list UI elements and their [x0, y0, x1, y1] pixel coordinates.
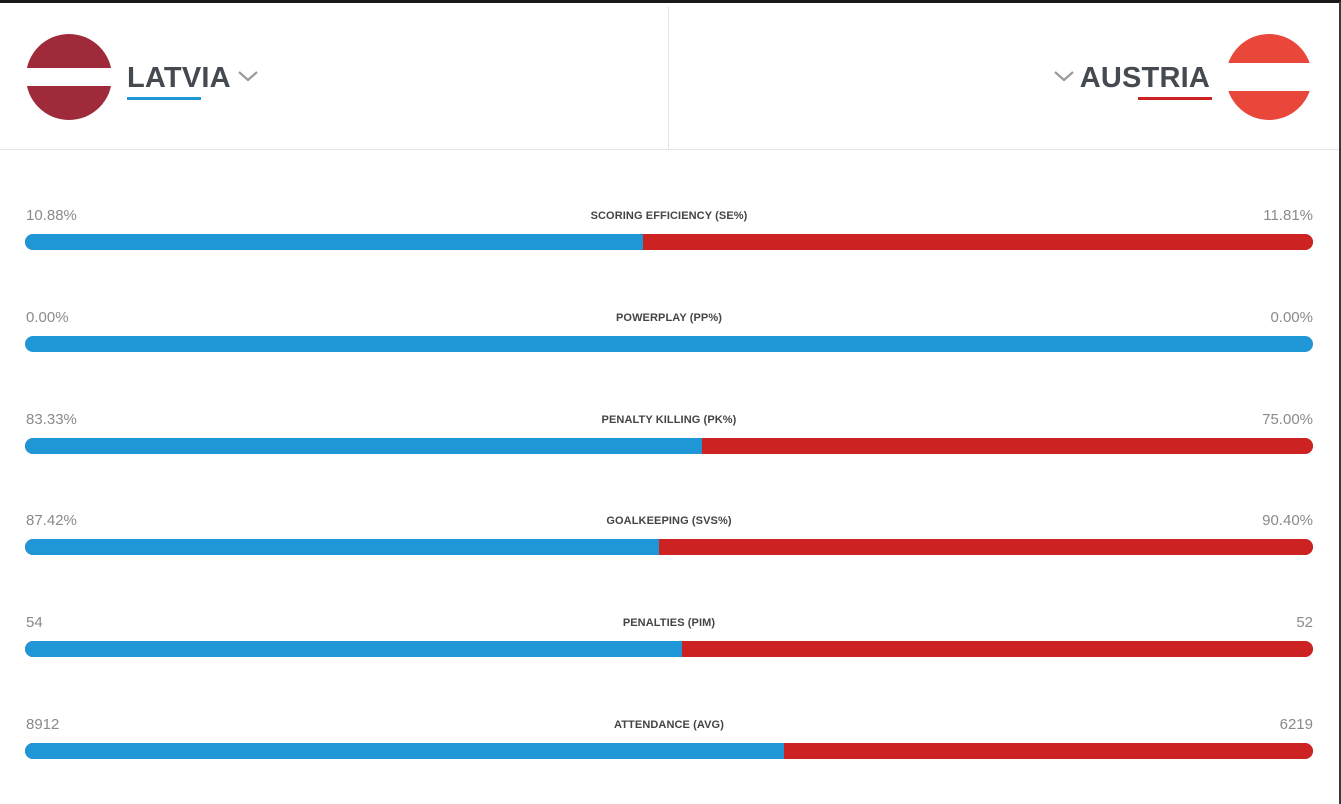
- stat-row-powerplay: 0.00% POWERPLAY (PP%) 0.00%: [25, 308, 1313, 360]
- stat-bar-left: [25, 539, 659, 555]
- stat-row-penalties: 54 PENALTIES (PIM) 52: [25, 613, 1313, 665]
- stat-label: GOALKEEPING (SVS%): [606, 515, 732, 527]
- stat-row-penalty-killing: 83.33% PENALTY KILLING (PK%) 75.00%: [25, 410, 1313, 462]
- stat-bar-right: [681, 641, 1313, 657]
- stat-left-value: 87.42%: [26, 512, 77, 529]
- stat-label: PENALTY KILLING (PK%): [601, 414, 737, 426]
- stat-bar-right: [702, 438, 1313, 454]
- stat-bar-left: [25, 336, 1313, 352]
- stat-right-value: 6219: [1279, 716, 1313, 733]
- stat-bar-left: [25, 641, 682, 657]
- stat-bar-right: [783, 743, 1313, 759]
- stat-bar-right: [643, 234, 1313, 250]
- stat-left-value: 83.33%: [26, 411, 77, 428]
- stat-bar: [25, 743, 1313, 759]
- team-right-underline: [1138, 97, 1212, 100]
- stat-label: SCORING EFFICIENCY (SE%): [590, 210, 748, 222]
- stat-row-attendance: 8912 ATTENDANCE (AVG) 6219: [25, 715, 1313, 767]
- stat-row-scoring-efficiency: 10.88% SCORING EFFICIENCY (SE%) 11.81%: [25, 206, 1313, 258]
- header-divider: [668, 6, 669, 149]
- stat-right-value: 75.00%: [1262, 411, 1313, 428]
- team-left-underline: [127, 97, 201, 100]
- stat-row-goalkeeping: 87.42% GOALKEEPING (SVS%) 90.40%: [25, 511, 1313, 563]
- stat-bar-left: [25, 234, 644, 250]
- chevron-down-icon[interactable]: [237, 69, 259, 83]
- stat-bar-right: [658, 539, 1313, 555]
- stat-left-value: 54: [26, 614, 43, 631]
- team-left-name[interactable]: LATVIA: [127, 62, 231, 94]
- stat-left-value: 10.88%: [26, 207, 77, 224]
- stat-left-value: 0.00%: [26, 309, 69, 326]
- stat-right-value: 52: [1296, 614, 1313, 631]
- chevron-down-icon[interactable]: [1053, 69, 1075, 83]
- stat-bar: [25, 234, 1313, 250]
- stat-bar: [25, 641, 1313, 657]
- stat-left-value: 8912: [26, 716, 60, 733]
- stat-label: POWERPLAY (PP%): [615, 312, 723, 324]
- stat-label: ATTENDANCE (AVG): [614, 719, 724, 731]
- stat-right-value: 11.81%: [1263, 207, 1313, 224]
- teams-header: LATVIA AUSTRIA: [0, 6, 1339, 150]
- stat-bar: [25, 438, 1313, 454]
- stat-bar-left: [25, 438, 703, 454]
- stat-bar: [25, 336, 1313, 352]
- stat-label: PENALTIES (PIM): [622, 617, 716, 629]
- team-right-name[interactable]: AUSTRIA: [1079, 62, 1210, 94]
- latvia-flag-icon: [26, 34, 112, 120]
- stat-right-value: 90.40%: [1262, 512, 1313, 529]
- austria-flag-icon: [1226, 34, 1312, 120]
- stat-bar: [25, 539, 1313, 555]
- stat-bar-left: [25, 743, 784, 759]
- stat-right-value: 0.00%: [1270, 309, 1313, 326]
